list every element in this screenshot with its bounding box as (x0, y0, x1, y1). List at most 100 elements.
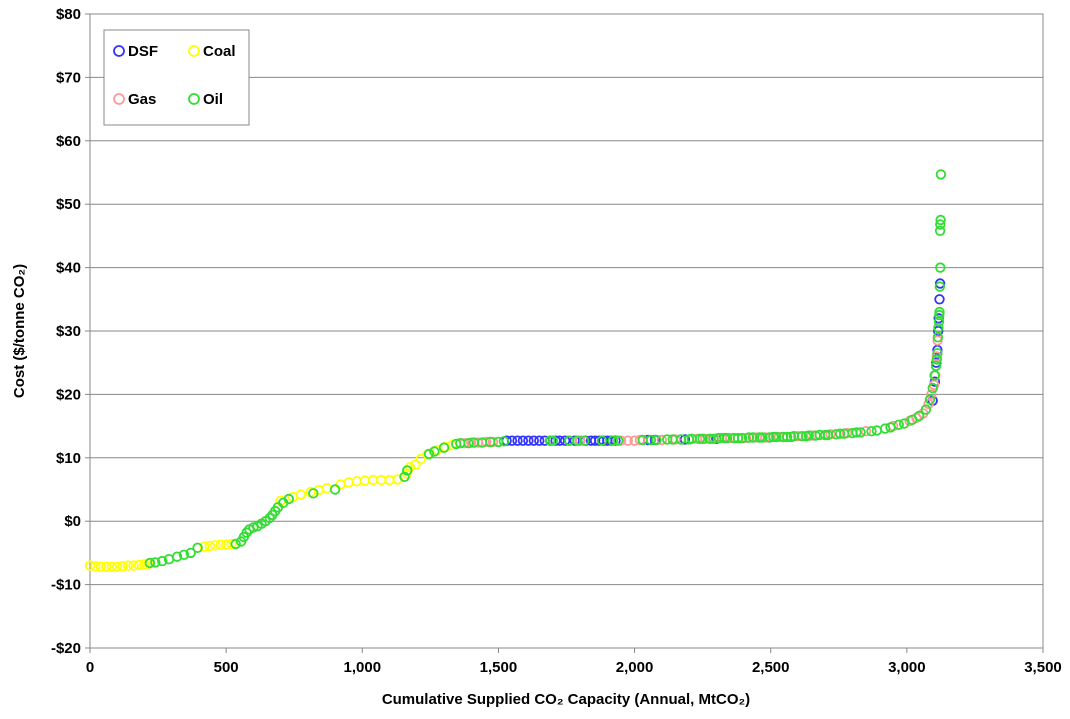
data-point-oil (796, 431, 808, 442)
data-point-oil (697, 433, 708, 445)
data-point-coal (226, 538, 237, 550)
data-point-oil (851, 427, 862, 438)
data-point-dsf (512, 435, 523, 446)
data-point-oil (893, 419, 904, 431)
data-point-oil (736, 432, 748, 444)
y-tick-label: -$20 (51, 640, 81, 657)
data-point-oil (438, 442, 450, 453)
data-point-oil (803, 430, 815, 441)
legend-label-gas: Gas (128, 91, 156, 108)
data-point-oil (834, 428, 846, 439)
data-point-oil (935, 219, 946, 230)
data-point-dsf (523, 435, 534, 446)
x-tick-label: 1,500 (480, 659, 518, 676)
data-point-oil (924, 394, 936, 405)
data-point-oil (771, 431, 782, 443)
y-tick-label: $60 (56, 133, 81, 150)
data-point-dsf (528, 435, 540, 446)
y-tick-label: $70 (56, 69, 81, 86)
data-point-oil (934, 225, 946, 237)
y-tick-label: $50 (56, 196, 81, 213)
data-point-coal (410, 459, 421, 471)
y-tick-label: $10 (56, 450, 81, 467)
data-point-oil (879, 423, 891, 434)
data-point-coal (122, 560, 134, 571)
data-point-coal (139, 559, 150, 570)
data-point-gas (481, 436, 492, 448)
data-point-oil (934, 306, 945, 318)
legend-marker-dsf (113, 45, 125, 57)
data-point-oil (451, 438, 462, 450)
data-point-oil (493, 436, 504, 448)
data-point-oil (547, 435, 559, 446)
data-point-oil (930, 360, 942, 372)
data-point-oil (645, 434, 657, 446)
data-point-gas (926, 389, 937, 400)
data-point-coal (204, 540, 216, 552)
x-tick-label: 500 (214, 659, 239, 676)
x-axis-ticks: 0 500 1,000 1,500 2,000 2,500 3,000 3,500 (86, 648, 1062, 676)
data-point-oil (913, 410, 925, 422)
y-tick-label: $0 (64, 513, 81, 530)
data-point-oil (781, 431, 793, 443)
data-point-coal (90, 561, 101, 572)
data-point-oil (498, 436, 510, 447)
y-axis-ticks: $80 $70 $60 $50 $40 $30 $20 $10 $0 -$10 -$20 (51, 6, 90, 657)
data-point-oil (171, 551, 183, 562)
data-point-oil (156, 555, 168, 567)
data-point-gas (860, 426, 872, 437)
data-point-oil (732, 432, 744, 444)
data-point-coal (199, 541, 210, 552)
data-point-coal (128, 560, 139, 571)
data-point-coal (95, 561, 107, 573)
data-point-oil (935, 262, 946, 273)
data-point-oil (178, 549, 190, 561)
data-point-oil (747, 432, 759, 443)
data-point-oil (185, 547, 196, 559)
legend-marker-oil (188, 93, 200, 105)
data-point-oil (402, 465, 413, 476)
data-point-coal (215, 539, 226, 550)
data-point-dsf (934, 294, 945, 305)
y-tick-label: -$10 (51, 577, 81, 594)
data-point-oil (423, 448, 435, 460)
data-point-coal (220, 539, 232, 550)
y-tick-label: $30 (56, 323, 81, 340)
x-axis-title: Cumulative Supplied CO₂ Capacity (Annual… (382, 691, 750, 708)
data-point-oil (283, 493, 295, 505)
data-point-dsf (932, 344, 943, 356)
data-point-oil (920, 404, 932, 415)
data-point-oil (810, 430, 821, 441)
data-point-coal (133, 559, 145, 571)
y-tick-label: $20 (56, 386, 81, 403)
data-point-oil (743, 432, 755, 443)
data-point-oil (264, 512, 275, 524)
legend-label-oil: Oil (203, 91, 223, 108)
data-point-oil (933, 322, 944, 334)
data-point-oil (150, 557, 161, 568)
x-tick-label: 2,000 (616, 659, 654, 676)
data-point-dsf (679, 434, 691, 445)
data-point-oil (230, 538, 241, 550)
data-point-oil (463, 438, 474, 449)
data-point-oil (935, 169, 947, 180)
data-point-oil (927, 382, 938, 394)
data-point-coal (111, 561, 123, 573)
data-point-coal (210, 540, 221, 551)
data-point-oil (866, 426, 877, 437)
data-point-coal (106, 561, 118, 573)
data-point-oil (932, 348, 943, 359)
data-point-oil (572, 435, 583, 446)
data-point-oil (596, 435, 608, 446)
x-tick-label: 3,000 (888, 659, 926, 676)
data-point-oil (757, 432, 768, 443)
data-point-dsf (554, 435, 565, 446)
data-point-oil (933, 316, 945, 327)
y-tick-label: $80 (56, 6, 81, 23)
y-tick-label: $40 (56, 260, 81, 277)
data-point-oil (935, 214, 946, 226)
data-point-oil (192, 542, 203, 554)
data-point-oil (704, 433, 715, 445)
data-point-oil (399, 471, 410, 483)
